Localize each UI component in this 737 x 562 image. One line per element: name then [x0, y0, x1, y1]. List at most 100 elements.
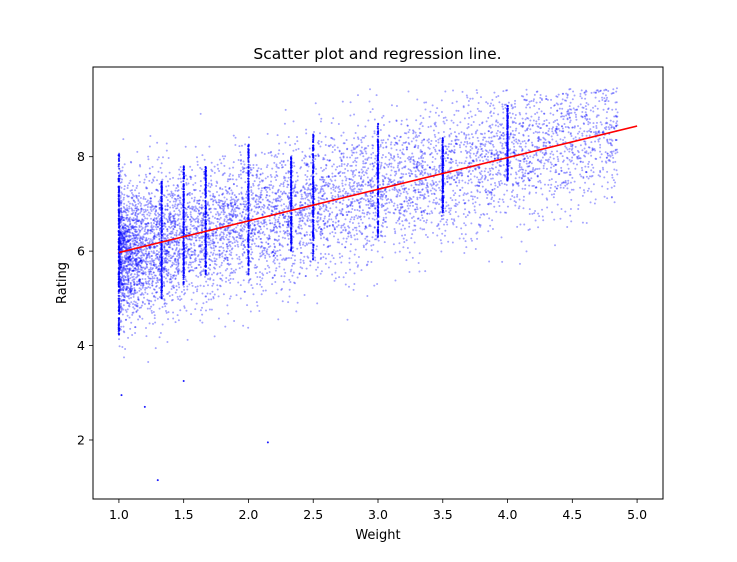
scatter-point	[189, 242, 192, 245]
scatter-point	[229, 219, 232, 222]
scatter-point	[440, 214, 443, 217]
scatter-point	[232, 183, 235, 186]
scatter-point	[368, 100, 371, 103]
scatter-point	[341, 184, 344, 187]
scatter-point	[211, 253, 214, 256]
scatter-point	[216, 272, 219, 275]
scatter-point	[230, 205, 233, 208]
scatter-point	[145, 263, 148, 266]
scatter-point	[172, 176, 175, 179]
scatter-point	[274, 252, 277, 255]
scatter-point	[405, 148, 408, 151]
scatter-point	[501, 260, 504, 263]
scatter-point	[199, 274, 202, 277]
scatter-point	[317, 227, 320, 230]
scatter-point	[219, 237, 222, 240]
scatter-point	[238, 255, 241, 258]
scatter-point	[518, 132, 521, 135]
scatter-point	[198, 206, 201, 209]
scatter-point	[148, 172, 151, 175]
scatter-point	[130, 269, 133, 272]
scatter-point	[421, 150, 424, 153]
scatter-point	[479, 96, 482, 99]
scatter-point	[163, 257, 166, 260]
scatter-point	[487, 230, 490, 233]
scatter-point	[429, 183, 432, 186]
scatter-point	[514, 171, 517, 174]
scatter-point	[211, 215, 214, 218]
scatter-point	[369, 184, 372, 187]
scatter-point	[152, 225, 155, 228]
scatter-point	[316, 215, 319, 218]
scatter-point	[388, 178, 391, 181]
scatter-point	[305, 267, 308, 270]
scatter-point	[244, 246, 247, 249]
scatter-point	[124, 347, 127, 350]
scatter-point	[231, 178, 234, 181]
scatter-point	[556, 103, 559, 106]
scatter-point	[126, 314, 129, 317]
scatter-point	[412, 132, 415, 135]
scatter-point	[435, 181, 438, 184]
scatter-point	[241, 227, 244, 230]
scatter-point	[232, 230, 235, 233]
scatter-point	[374, 238, 377, 241]
scatter-point	[606, 152, 609, 155]
scatter-point	[149, 206, 152, 209]
scatter-point	[513, 200, 516, 203]
scatter-point	[188, 261, 191, 264]
scatter-point	[459, 172, 462, 175]
scatter-point	[555, 132, 558, 135]
scatter-point	[260, 245, 263, 248]
scatter-point	[353, 234, 356, 237]
scatter-point	[310, 196, 313, 199]
scatter-point	[607, 107, 610, 110]
scatter-point	[318, 207, 321, 210]
scatter-point	[544, 138, 547, 141]
scatter-point	[294, 193, 297, 196]
scatter-point	[315, 167, 318, 170]
scatter-point	[478, 166, 481, 169]
scatter-point	[266, 199, 269, 202]
scatter-point	[411, 233, 414, 236]
scatter-point	[335, 206, 338, 209]
scatter-point	[134, 301, 137, 304]
scatter-point	[383, 241, 386, 244]
scatter-point	[209, 207, 212, 210]
scatter-point	[458, 181, 461, 184]
scatter-point	[250, 253, 253, 256]
scatter-point	[540, 127, 543, 130]
scatter-point	[174, 291, 177, 294]
scatter-point	[208, 241, 211, 244]
scatter-point	[178, 199, 181, 202]
scatter-point	[349, 234, 352, 237]
scatter-point	[566, 225, 569, 228]
scatter-point	[491, 130, 494, 133]
scatter-point	[131, 184, 134, 187]
scatter-point	[542, 164, 545, 167]
scatter-point	[380, 195, 383, 198]
scatter-point	[247, 279, 250, 282]
scatter-point	[132, 225, 135, 228]
scatter-point	[425, 219, 428, 222]
scatter-point	[376, 282, 379, 285]
scatter-point	[283, 122, 286, 125]
scatter-point	[158, 259, 161, 262]
scatter-point	[147, 242, 150, 245]
scatter-point	[372, 164, 375, 167]
scatter-point	[178, 168, 181, 171]
scatter-point	[225, 250, 228, 253]
scatter-point	[445, 151, 448, 154]
scatter-point	[521, 148, 524, 151]
scatter-point	[581, 116, 584, 119]
scatter-point	[541, 156, 544, 159]
scatter-point	[152, 238, 155, 241]
scatter-point	[275, 163, 278, 166]
scatter-point	[431, 156, 434, 159]
scatter-point	[130, 207, 133, 210]
scatter-point	[372, 243, 375, 246]
scatter-point	[283, 208, 286, 210]
scatter-point	[208, 255, 211, 258]
scatter-point	[273, 155, 276, 158]
scatter-point	[419, 150, 422, 153]
